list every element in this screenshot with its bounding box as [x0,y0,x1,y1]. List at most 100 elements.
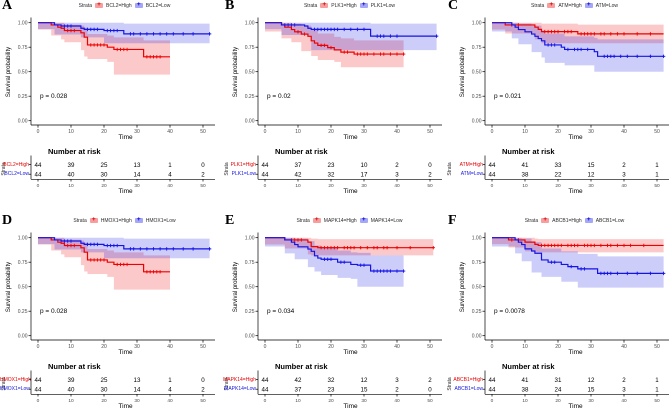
censor-mark-low [69,24,73,28]
y-tick-label: 0.25 [472,94,482,100]
censor-mark-high [388,52,393,56]
censor-mark-low [181,32,185,36]
censor-mark-high [125,262,129,267]
legend-label-low: BCL2=Low [145,2,171,9]
y-tick-label: 1.00 [245,236,255,242]
plus-icon: + [361,1,366,9]
risk-value-low: 2 [201,386,205,393]
censor-mark-low [158,32,162,36]
censor-mark-low [349,27,353,32]
censor-mark-high [92,43,96,47]
x-tick-label: 0 [264,129,267,135]
x-axis-title: Time [568,134,583,141]
legend-label-high: HMOX1=High [100,217,132,224]
y-tick-label: 0.25 [18,309,28,315]
panel-letter: C [448,0,459,13]
censor-mark-low [286,23,290,27]
censor-mark-high [319,43,323,48]
risk-x-tick-label: 50 [427,183,433,189]
censor-mark-high [375,245,379,250]
censor-mark-high [145,270,149,274]
censor-mark-low [339,260,343,264]
risk-x-tick-label: 0 [264,183,267,189]
risk-value-high: 44 [35,377,42,384]
risk-value-high: 2 [622,377,626,384]
censor-mark-high [122,47,126,52]
censor-mark-low [625,271,629,276]
risk-x-tick-label: 0 [491,398,494,404]
risk-value-high: 32 [328,377,335,384]
risk-x-tick-label: 10 [68,183,74,189]
risk-value-low: 37 [295,386,302,393]
risk-label-high: PLK1=High [230,161,256,168]
risk-table-title: Number at risk [275,362,328,371]
risk-label-low: PLK1=Low [231,171,256,177]
censor-mark-low [138,32,142,36]
censor-mark-high [589,243,593,248]
survival-curve-low [492,237,664,274]
survival-curve-low [265,22,437,37]
panel-letter: B [225,0,235,13]
censor-mark-high [586,32,590,36]
legend-key-low: + [134,1,143,9]
survival-curve-high [492,22,664,35]
x-axis-title: Time [343,188,358,195]
panel-b: B Strata + PLK1=High + PLK1=Low Survival… [223,0,446,206]
censor-mark-high [549,29,554,34]
x-tick-label: 20 [328,129,334,135]
plus-icon: + [136,1,141,9]
censor-mark-low [85,27,90,32]
ci-band-low [492,237,664,288]
y-tick-label: 0.50 [18,70,28,76]
y-tick-label: 0.00 [245,119,255,125]
censor-mark-high [599,32,603,36]
censor-mark-high [359,52,363,56]
censor-mark-low [362,27,366,32]
x-tick-label: 10 [68,129,74,135]
risk-value-low: 14 [134,171,141,178]
censor-mark-low [171,247,175,251]
risk-x-tick-label: 0 [491,183,494,189]
censor-mark-low [625,54,629,59]
censor-mark-low [359,263,363,267]
legend-title: Strata [73,217,87,224]
risk-x-tick-label: 20 [101,183,107,189]
censor-mark-high [382,245,386,250]
risk-value-low: 44 [35,386,42,393]
km-plot: 0.000.250.500.751.000 10 20 30 40 50444403940… [18,232,215,404]
panel-a: A Strata + BCL2=High + BCL2=Low Survival… [0,0,223,206]
censor-mark-high [349,245,353,250]
censor-mark-high [592,32,596,36]
ci-band-high [38,22,170,75]
censor-mark-high [382,52,386,56]
risk-axes [484,155,669,180]
censor-mark-low [615,271,620,276]
legend: Strata + BCL2=High + BCL2=Low [28,1,221,10]
x-tick-label: 20 [101,344,107,350]
risk-value-low: 4 [168,171,172,178]
panel-letter: E [225,213,235,228]
risk-value-low: 15 [588,386,595,393]
censor-mark-low [609,54,613,59]
censor-mark-low [635,54,639,59]
censor-mark-low [293,23,297,27]
risk-value-low: 0 [428,386,432,393]
censor-mark-low [602,271,606,276]
censor-mark-low [375,269,379,273]
legend-title: Strata [524,217,539,224]
risk-x-tick-label: 10 [522,398,528,404]
censor-mark-high [553,29,557,34]
censor-mark-low [382,269,386,273]
censor-mark-low [289,23,294,27]
survival-curve-high [265,22,404,55]
plus-icon: + [136,216,141,224]
x-tick-label: 10 [68,344,74,350]
censor-mark-low [605,271,610,276]
risk-value-low: 30 [101,171,108,178]
x-axis-title: Time [118,403,133,410]
risk-label-high: HMOX1=High [0,376,31,383]
censor-mark-high [556,243,560,248]
censor-mark-low [586,47,590,52]
y-tick-label: 0.25 [245,309,255,315]
risk-value-high: 12 [588,377,595,384]
